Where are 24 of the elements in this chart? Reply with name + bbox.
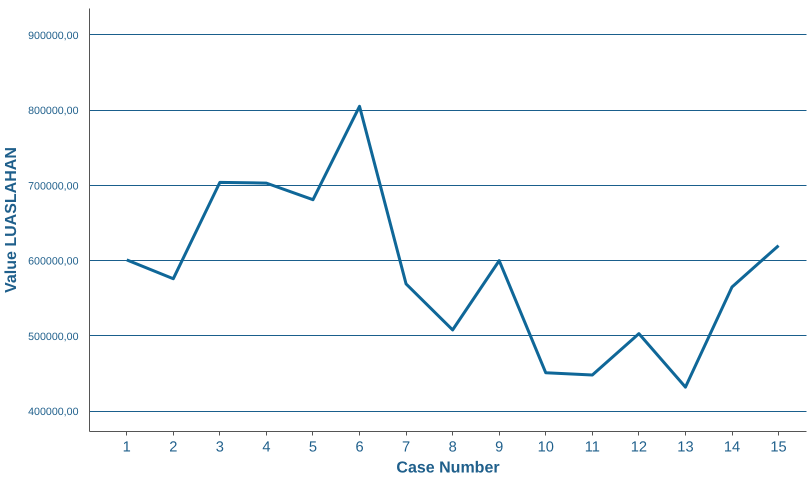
- x-tick-label: 11: [584, 440, 600, 456]
- y-tick-label: 600000,00: [28, 256, 79, 268]
- x-tick-label: 13: [677, 440, 694, 456]
- x-tick-label: 5: [308, 440, 318, 456]
- x-tick-label: 3: [216, 440, 224, 456]
- y-tick-label: 900000,00: [28, 30, 79, 42]
- x-tick-label: 15: [770, 440, 787, 456]
- x-tick-label: 4: [262, 440, 271, 456]
- x-tick-label: 9: [495, 440, 504, 456]
- x-tick-label: 8: [448, 440, 457, 456]
- x-tick-label: 10: [538, 440, 554, 456]
- x-axis-title: Case Number: [396, 460, 500, 476]
- y-tick-label: 700000,00: [28, 180, 79, 192]
- x-tick-label: 6: [355, 440, 364, 456]
- x-tick-label: 12: [630, 440, 648, 456]
- y-tick-label: 500000,00: [28, 330, 79, 343]
- y-tick-label: 400000,00: [28, 406, 79, 418]
- x-tick-label: 14: [724, 440, 740, 456]
- x-tick-label: 2: [169, 440, 178, 456]
- y-axis-title: Value LUASLAHAN: [3, 147, 20, 293]
- x-tick-label: 7: [402, 440, 410, 456]
- y-tick-label: 800000,00: [28, 105, 79, 118]
- x-tick-label: 1: [122, 440, 131, 456]
- line-series: [125, 104, 780, 389]
